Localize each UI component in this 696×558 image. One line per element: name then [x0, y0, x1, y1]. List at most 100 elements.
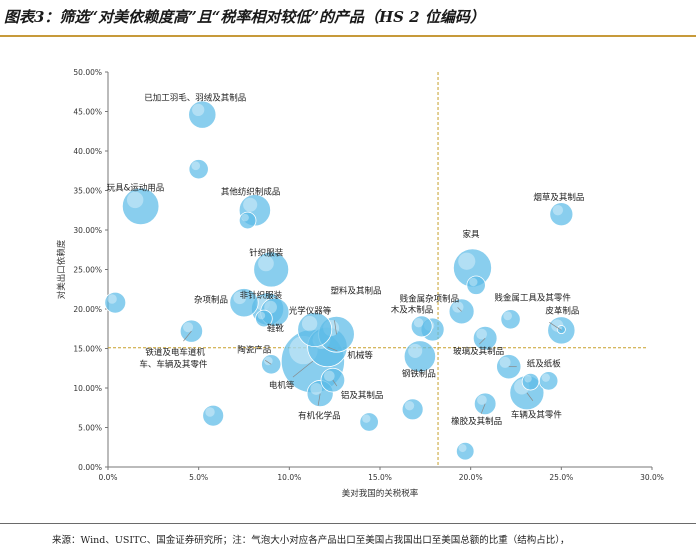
leader-lines — [183, 307, 562, 414]
title-divider — [0, 35, 696, 37]
bubble-highlight — [205, 407, 215, 417]
bubble-label: 针织服装 — [249, 248, 284, 259]
bubble — [188, 100, 217, 129]
bubble-highlight — [404, 400, 415, 411]
leader-line — [332, 379, 338, 387]
leader-line — [317, 393, 321, 406]
bubble-highlight — [408, 343, 423, 358]
x-tick-label: 5.0% — [189, 473, 208, 482]
bubble — [359, 412, 379, 432]
bubble-label: 其他纺织制成品 — [221, 186, 281, 197]
footer-divider — [0, 523, 696, 524]
y-tick-label: 10.00% — [73, 384, 102, 393]
bubble — [255, 309, 273, 328]
bubble-label: 贱金属杂项制品 — [400, 293, 460, 304]
bubble — [401, 398, 424, 421]
chart-title: 图表3：筛选“对美依赖度高”且“税率相对较低”的产品（HS 2 位编码） — [4, 8, 485, 26]
bubble-highlight — [524, 374, 532, 383]
bubble-label: 铝及其制品 — [341, 390, 384, 401]
bubble-label: 烟草及其制品 — [533, 192, 584, 203]
leader-line — [265, 360, 272, 365]
bubble-label: 玻璃及其制品 — [453, 346, 504, 357]
bubble-label: 光学仪器等 — [289, 306, 332, 317]
bubble-highlight — [458, 252, 476, 270]
bubble-highlight — [243, 197, 258, 212]
bubble — [538, 371, 559, 391]
bubble-label: 电机等 — [269, 380, 295, 391]
bubble-highlight — [233, 291, 247, 305]
bubble-highlight — [477, 395, 487, 405]
bubble — [500, 309, 521, 330]
bubble — [403, 340, 436, 373]
leader-line — [526, 392, 534, 401]
bubble — [297, 312, 333, 347]
bubble — [410, 315, 433, 338]
source-note: 来源：Wind、USITC、国金证券研究所；注：气泡大小对应各产品出口至美国占我… — [52, 535, 570, 546]
bubble-label: 钢铁制品 — [402, 368, 436, 379]
bubble-highlight — [107, 294, 117, 304]
bubble-label: 非针织服装 — [240, 290, 283, 301]
bubble-label: 纸及纸板 — [527, 359, 562, 370]
leader-line — [327, 346, 338, 352]
bubble — [466, 275, 486, 295]
bubble-label: 玩具&运动用品 — [107, 182, 165, 193]
bubble-highlight — [503, 311, 513, 321]
bubble-highlight — [362, 414, 371, 423]
bubble-highlight — [241, 213, 249, 222]
bubble-highlight — [191, 161, 201, 171]
bubble — [253, 251, 290, 288]
bubble-chart: 0.0% 5.0% 10.0% 15.0% 20.0% 25.0% 30.0% 0.00% 5.… — [56, 68, 664, 499]
y-axis-title: 对美出口依赖度 — [56, 239, 67, 299]
bubble — [121, 187, 160, 226]
x-tick-label: 30.0% — [640, 473, 664, 482]
x-tick-label: 25.0% — [549, 473, 573, 482]
bubble — [202, 404, 225, 427]
bubble-highlight — [310, 383, 323, 395]
bubble-highlight — [458, 444, 467, 453]
bubble-label: 陶瓷产品 — [237, 344, 271, 355]
bubble — [104, 291, 127, 314]
bubble-label: 机械等 — [347, 350, 373, 361]
bubble-highlight — [499, 356, 511, 368]
leader-line — [478, 337, 486, 345]
bubble — [556, 325, 566, 335]
bubble-highlight — [264, 300, 277, 314]
bubble-highlight — [541, 373, 551, 382]
bubble-highlight — [257, 311, 266, 320]
y-tick-label: 15.00% — [73, 345, 102, 354]
bubble-highlight — [476, 328, 487, 340]
bubble-label: 鞋靴 — [267, 323, 285, 334]
y-tick-label: 50.00% — [73, 68, 102, 77]
chart-axes: 0.0% 5.0% 10.0% 15.0% 20.0% 25.0% 30.0% 0.00% 5.… — [56, 68, 664, 499]
x-axis-title: 美对我国的关税税率 — [342, 488, 419, 499]
bubble-highlight — [469, 277, 478, 287]
bubble-highlight — [126, 191, 144, 209]
x-tick-label: 15.0% — [368, 473, 392, 482]
bubble — [229, 288, 259, 318]
x-tick-label: 20.0% — [459, 473, 483, 482]
bubble-label: 有机化学品 — [298, 411, 341, 422]
leader-line — [292, 360, 314, 378]
y-tick-label: 40.00% — [73, 147, 102, 156]
bubble-label: 木及木制品 — [391, 304, 434, 315]
leader-line — [457, 307, 462, 312]
leader-line — [334, 320, 337, 335]
y-tick-label: 45.00% — [73, 108, 102, 117]
bubble-highlight — [258, 255, 274, 272]
bubble-highlight — [413, 317, 424, 328]
bubble — [238, 211, 257, 230]
bubble-label: 塑料及其制品 — [330, 285, 381, 296]
bubble-label: 杂项制品 — [194, 295, 228, 306]
leader-line — [549, 322, 562, 331]
bubble — [521, 372, 540, 391]
leader-line — [480, 403, 486, 414]
bubble-label: 车、车辆及其零件 — [139, 359, 208, 370]
bubble-highlight — [323, 370, 335, 382]
bubble-label: 铁道及电车道机 — [145, 347, 205, 358]
y-tick-label: 20.00% — [73, 305, 102, 314]
bubble-label: 橡胶及其制品 — [451, 416, 502, 427]
bubble — [455, 441, 475, 461]
bubble-highlight — [552, 204, 564, 216]
bubble-label: 贱金属工具及其零件 — [494, 292, 571, 303]
